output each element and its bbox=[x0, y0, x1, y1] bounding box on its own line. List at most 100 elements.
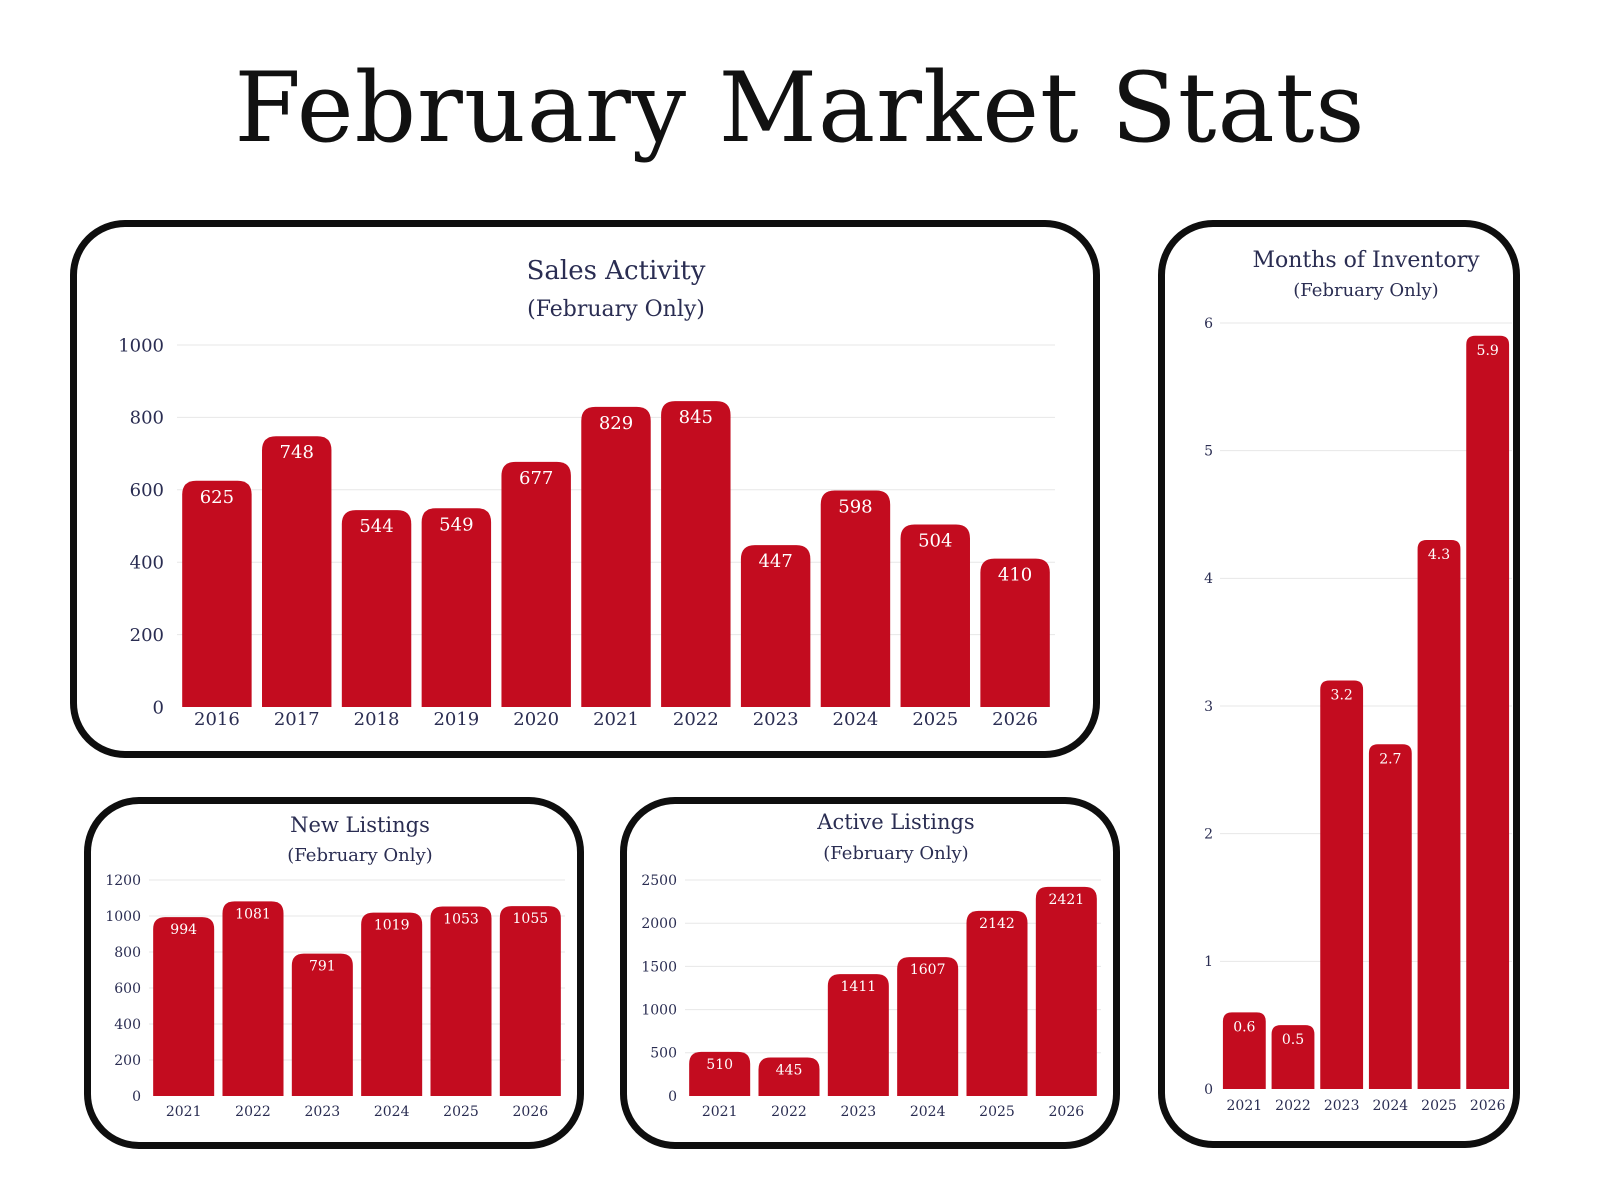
x-tick-label: 2021 bbox=[1227, 1098, 1263, 1114]
x-tick-label: 2022 bbox=[673, 709, 719, 730]
x-tick-label: 2021 bbox=[702, 1104, 738, 1120]
y-tick-label: 500 bbox=[650, 1046, 677, 1062]
y-tick-label: 400 bbox=[114, 1017, 141, 1033]
data-label: 1019 bbox=[374, 918, 410, 934]
x-tick-label: 2023 bbox=[753, 709, 799, 730]
bar bbox=[966, 910, 1028, 1096]
data-label: 3.2 bbox=[1331, 687, 1353, 703]
y-tick-label: 0 bbox=[153, 697, 164, 718]
data-label: 447 bbox=[758, 551, 792, 572]
data-label: 1053 bbox=[443, 911, 479, 927]
data-label: 0.5 bbox=[1282, 1032, 1304, 1048]
y-tick-label: 2 bbox=[1204, 827, 1213, 843]
y-tick-label: 600 bbox=[130, 480, 164, 501]
data-label: 1081 bbox=[235, 906, 271, 922]
bar bbox=[430, 906, 492, 1096]
data-label: 445 bbox=[776, 1063, 803, 1079]
y-tick-label: 1200 bbox=[105, 873, 141, 889]
chart-title: Active Listings bbox=[816, 810, 974, 834]
chart-subtitle: (February Only) bbox=[1293, 280, 1438, 301]
x-tick-label: 2021 bbox=[166, 1104, 202, 1120]
bar bbox=[182, 480, 252, 707]
y-tick-label: 2000 bbox=[641, 916, 677, 932]
data-label: 549 bbox=[439, 514, 473, 535]
y-tick-label: 200 bbox=[130, 625, 164, 646]
y-tick-label: 1000 bbox=[105, 909, 141, 925]
data-label: 1055 bbox=[513, 911, 549, 927]
x-tick-label: 2019 bbox=[433, 709, 479, 730]
bar bbox=[689, 1051, 751, 1096]
y-tick-label: 400 bbox=[130, 553, 164, 574]
data-label: 544 bbox=[359, 516, 393, 537]
data-label: 5.9 bbox=[1477, 343, 1499, 359]
chart-subtitle: (February Only) bbox=[527, 297, 705, 322]
data-label: 504 bbox=[918, 531, 952, 552]
data-label: 0.6 bbox=[1233, 1019, 1255, 1035]
x-tick-label: 2024 bbox=[1373, 1098, 1409, 1114]
x-tick-label: 2024 bbox=[833, 709, 879, 730]
x-tick-label: 2023 bbox=[841, 1104, 877, 1120]
bar bbox=[153, 917, 215, 1096]
data-label: 829 bbox=[599, 413, 633, 434]
data-label: 791 bbox=[309, 959, 336, 975]
x-tick-label: 2020 bbox=[513, 709, 559, 730]
x-tick-label: 2026 bbox=[513, 1104, 549, 1120]
data-label: 1607 bbox=[910, 962, 946, 978]
data-label: 2142 bbox=[979, 916, 1015, 932]
x-tick-label: 2025 bbox=[979, 1104, 1015, 1120]
bar bbox=[1417, 540, 1461, 1089]
bar bbox=[758, 1057, 820, 1096]
y-tick-label: 800 bbox=[130, 408, 164, 429]
bar bbox=[1320, 680, 1364, 1089]
bar bbox=[820, 490, 891, 707]
page-title: February Market Stats bbox=[234, 52, 1366, 164]
data-label: 598 bbox=[838, 497, 872, 518]
data-label: 510 bbox=[706, 1057, 733, 1073]
y-tick-label: 5 bbox=[1204, 444, 1213, 460]
y-tick-label: 600 bbox=[114, 981, 141, 997]
bar bbox=[827, 974, 889, 1096]
x-tick-label: 2023 bbox=[305, 1104, 341, 1120]
months-of-inventory-chart: Months of Inventory (February Only) 0 1 2 3 4 5… bbox=[1204, 248, 1512, 1114]
data-label: 2421 bbox=[1049, 892, 1085, 908]
y-tick-label: 1000 bbox=[641, 1003, 677, 1019]
bar bbox=[1035, 886, 1097, 1096]
chart-title: Months of Inventory bbox=[1252, 248, 1480, 273]
data-label: 748 bbox=[280, 442, 314, 463]
y-tick-label: 0 bbox=[132, 1089, 141, 1105]
x-tick-label: 2025 bbox=[912, 709, 958, 730]
y-tick-label: 200 bbox=[114, 1053, 141, 1069]
chart-title: New Listings bbox=[290, 813, 430, 837]
data-label: 625 bbox=[200, 487, 234, 508]
bar bbox=[499, 906, 561, 1096]
data-label: 4.3 bbox=[1428, 547, 1450, 563]
bar bbox=[421, 508, 492, 707]
data-label: 845 bbox=[679, 407, 713, 428]
y-tick-label: 1500 bbox=[641, 959, 677, 975]
chart-subtitle: (February Only) bbox=[287, 845, 432, 866]
bar bbox=[262, 436, 332, 707]
bar bbox=[501, 461, 571, 707]
y-tick-label: 4 bbox=[1204, 571, 1213, 587]
new-listings-card: New Listings (February Only) 0 200 400 600 800… bbox=[84, 797, 584, 1149]
x-tick-label: 2017 bbox=[274, 709, 320, 730]
new-listings-chart: New Listings (February Only) 0 200 400 600 800… bbox=[105, 813, 565, 1120]
data-label: 1411 bbox=[841, 979, 877, 995]
bar bbox=[581, 406, 651, 707]
data-label: 677 bbox=[519, 468, 553, 489]
x-tick-label: 2022 bbox=[235, 1104, 271, 1120]
x-tick-label: 2023 bbox=[1324, 1098, 1360, 1114]
active-listings-card: Active Listings (February Only) 0 500 1000 15… bbox=[620, 797, 1120, 1149]
bar bbox=[661, 401, 731, 707]
x-tick-label: 2018 bbox=[354, 709, 400, 730]
bar bbox=[222, 901, 284, 1096]
y-tick-label: 1000 bbox=[118, 335, 164, 356]
bar bbox=[1271, 1025, 1315, 1089]
bar bbox=[1222, 1012, 1266, 1089]
months-of-inventory-card: Months of Inventory (February Only) 0 1 2 3 4 5… bbox=[1158, 220, 1520, 1148]
x-tick-label: 2022 bbox=[771, 1104, 807, 1120]
chart-title: Sales Activity bbox=[527, 256, 706, 286]
y-tick-label: 1 bbox=[1204, 954, 1213, 970]
x-tick-label: 2022 bbox=[1275, 1098, 1311, 1114]
bar bbox=[980, 558, 1050, 707]
